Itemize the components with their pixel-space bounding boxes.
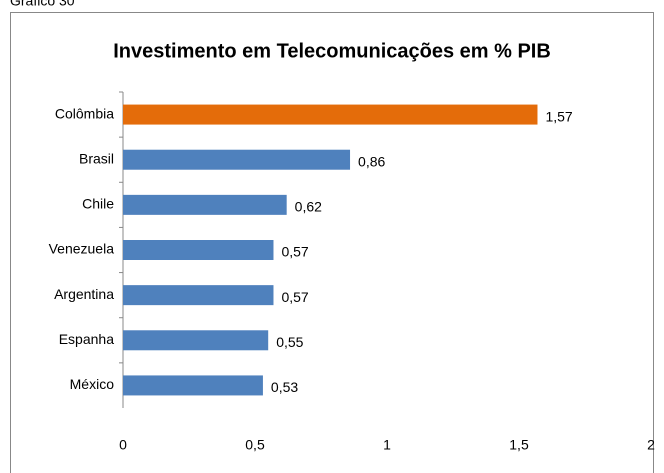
- bar: [123, 104, 538, 125]
- caption: Gráfico 30: [10, 0, 75, 9]
- value-label: 0,53: [271, 379, 298, 395]
- y-tick-label: Venezuela: [49, 241, 115, 257]
- y-tick-label: Argentina: [54, 286, 114, 302]
- bar: [123, 194, 287, 215]
- y-tick-label: Colômbia: [55, 105, 114, 121]
- x-tick-label: 0,5: [245, 437, 265, 453]
- chart-title: Investimento em Telecomunicações em % PI…: [113, 40, 551, 62]
- x-tick-label: 1,5: [509, 437, 529, 453]
- bar: [123, 240, 274, 260]
- value-label: 0,55: [276, 334, 303, 350]
- y-tick-label: Brasil: [79, 150, 114, 166]
- x-tick-label: 2: [647, 437, 655, 453]
- x-tick-label: 1: [383, 437, 391, 453]
- value-label: 0,62: [295, 199, 322, 215]
- y-tick-label: Chile: [82, 196, 114, 212]
- value-label: 0,57: [281, 244, 308, 260]
- x-tick-label: 0: [119, 437, 127, 453]
- bar: [123, 330, 269, 351]
- bar: [123, 149, 351, 170]
- y-tick-label: Espanha: [59, 331, 114, 347]
- value-label: 0,86: [358, 153, 385, 169]
- value-label: 1,57: [545, 108, 572, 124]
- chart-border: [10, 12, 654, 473]
- bar: [123, 375, 263, 396]
- value-label: 0,57: [281, 289, 308, 305]
- bar: [123, 285, 274, 306]
- y-tick-label: México: [70, 376, 115, 392]
